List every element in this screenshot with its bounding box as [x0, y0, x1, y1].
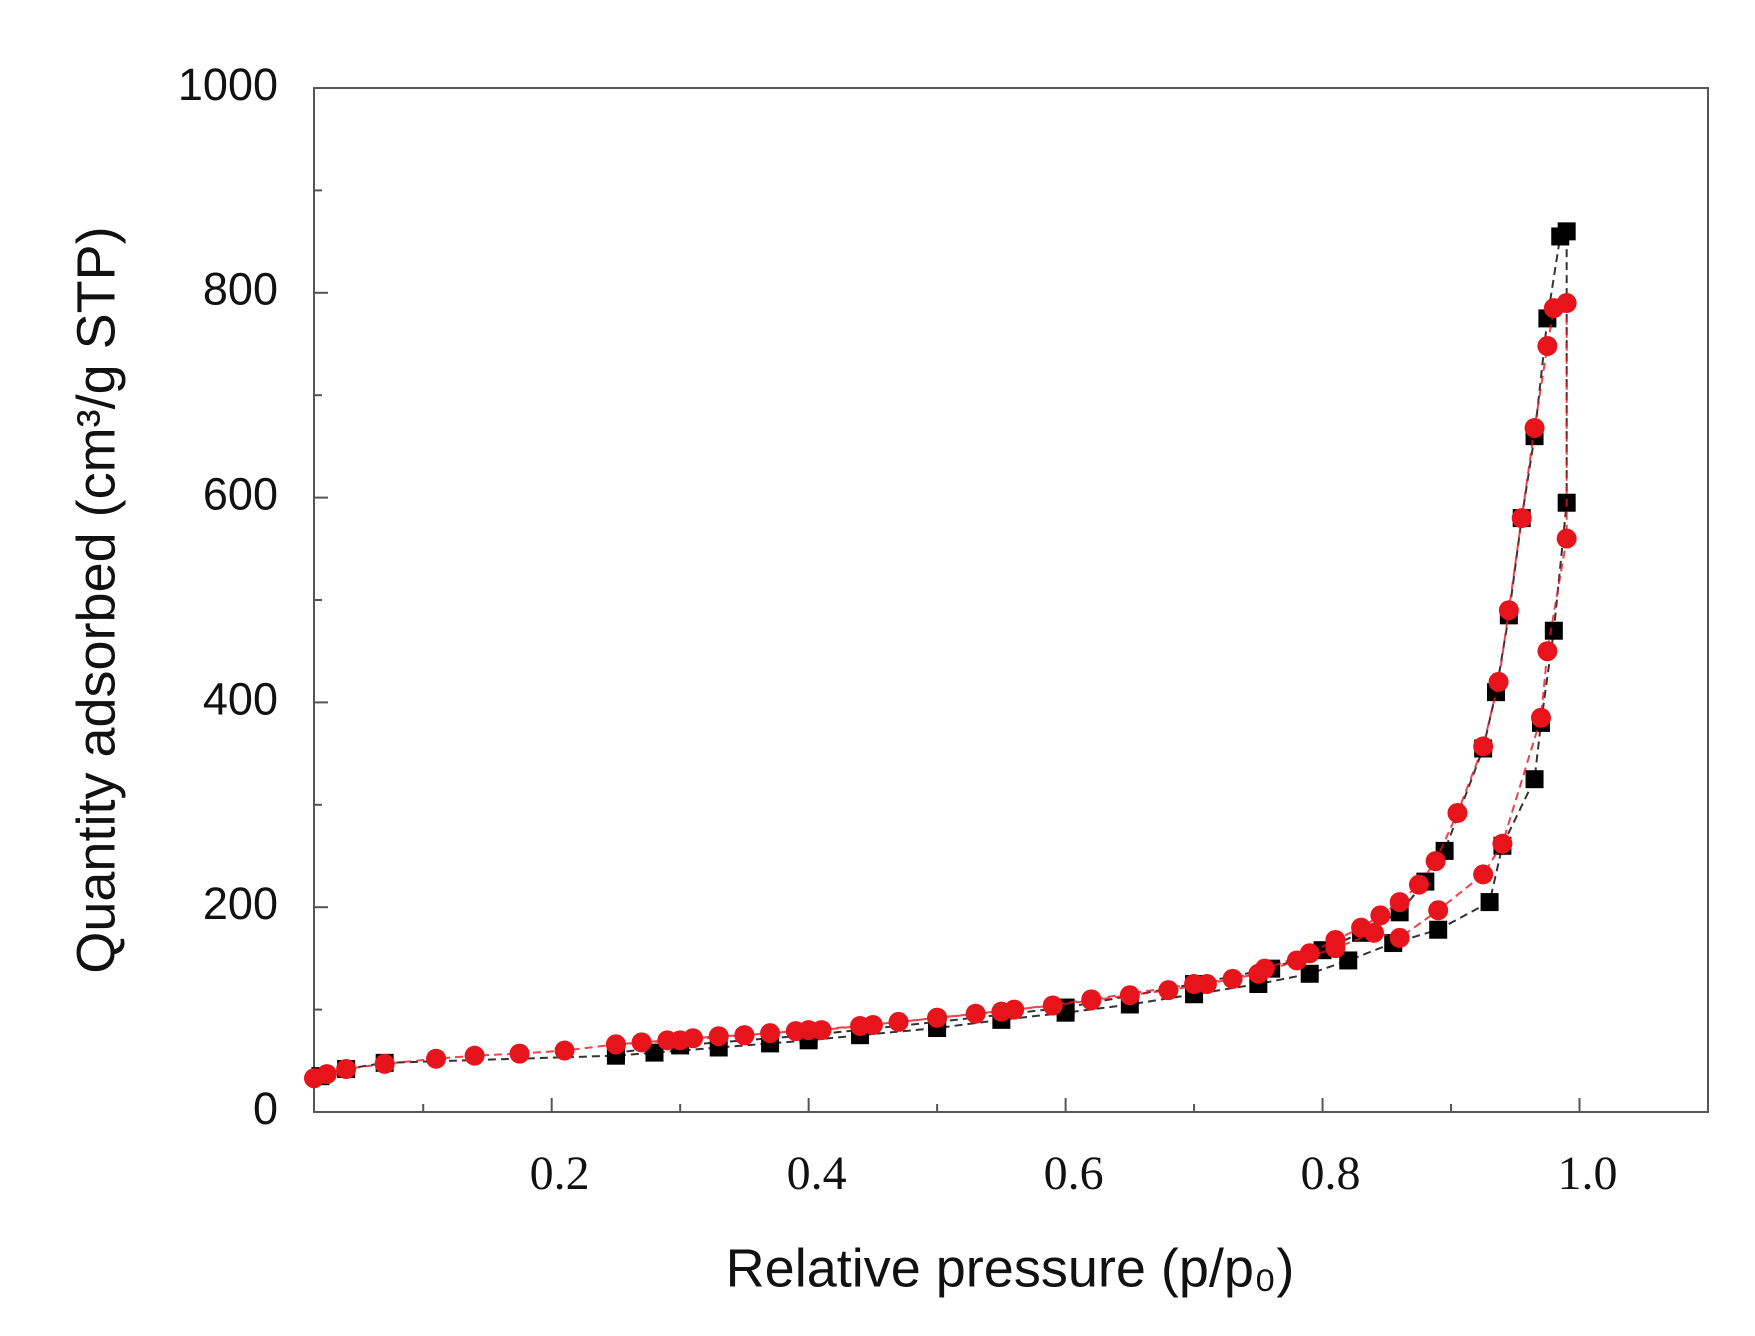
square-marker: [1544, 621, 1563, 640]
circle-marker: [1389, 927, 1410, 948]
circle-marker: [631, 1032, 652, 1053]
x-axis-title: Relative pressure (p/p₀): [726, 1238, 1295, 1298]
square-marker: [1480, 893, 1499, 912]
y-tick-label: 800: [203, 264, 278, 315]
circle-marker: [965, 1003, 986, 1024]
circle-marker: [1184, 974, 1205, 994]
circle-marker: [1222, 968, 1243, 989]
circle-marker: [1351, 917, 1372, 938]
plot-frame: [313, 87, 1709, 1113]
circle-marker: [670, 1030, 691, 1051]
circle-marker: [708, 1026, 729, 1047]
circle-marker: [1511, 508, 1532, 529]
y-axis-title: Quantity adsorbed (cm³/g STP): [66, 226, 126, 973]
circle-marker: [888, 1011, 909, 1032]
circle-marker: [798, 1020, 819, 1041]
circle-marker: [1158, 980, 1179, 1001]
y-tick-label: 1000: [178, 59, 278, 110]
circle-marker: [1524, 417, 1545, 438]
circle-marker: [862, 1014, 883, 1035]
circle-marker: [336, 1058, 357, 1079]
circle-marker: [509, 1043, 530, 1064]
x-tick-label: 0.8: [1301, 1147, 1361, 1200]
y-tick-label: 0: [253, 1083, 278, 1134]
circle-marker: [1447, 802, 1468, 823]
circle-marker: [927, 1007, 948, 1028]
circle-marker: [605, 1034, 626, 1055]
circle-marker: [1473, 736, 1494, 757]
circle-marker: [1537, 641, 1558, 662]
circle-marker: [1543, 298, 1564, 319]
y-tick-label: 400: [203, 673, 278, 724]
circle-marker: [316, 1064, 337, 1085]
circle-marker: [1556, 528, 1577, 549]
circle-marker: [464, 1045, 485, 1066]
circle-marker: [1325, 929, 1346, 950]
circle-marker: [1428, 900, 1449, 921]
circle-marker: [1370, 905, 1391, 926]
square-marker: [1300, 964, 1319, 983]
circle-marker: [374, 1053, 395, 1074]
circle-marker: [991, 1001, 1012, 1022]
x-tick-label: 0.4: [787, 1147, 847, 1200]
circle-marker: [1254, 958, 1275, 979]
circle-marker: [1081, 989, 1102, 1010]
circle-marker: [1537, 336, 1558, 357]
square-marker: [1429, 920, 1448, 939]
circle-marker: [1299, 943, 1320, 964]
circle-marker: [1498, 600, 1519, 621]
x-tick-label: 1.0: [1558, 1147, 1618, 1200]
circle-marker: [1389, 892, 1410, 913]
circle-marker: [760, 1023, 781, 1044]
circle-marker: [1042, 995, 1063, 1016]
x-tick-label: 0.2: [530, 1147, 590, 1200]
circle-marker: [554, 1040, 575, 1061]
circle-marker: [1530, 707, 1551, 728]
circle-marker: [1492, 833, 1513, 854]
square-marker: [645, 1043, 664, 1062]
x-tick-label: 0.6: [1044, 1147, 1104, 1200]
circle-marker: [1425, 851, 1446, 872]
y-tick-label: 200: [203, 878, 278, 929]
circle-marker: [1488, 671, 1509, 692]
circle-marker: [1408, 874, 1429, 895]
circle-marker: [734, 1025, 755, 1046]
circle-marker: [1473, 864, 1494, 885]
series-line: [313, 301, 1568, 1080]
circle-marker: [1119, 985, 1140, 1006]
series-line: [320, 229, 1568, 1078]
square-marker: [1551, 227, 1570, 246]
square-marker: [1339, 951, 1358, 970]
circle-marker: [426, 1048, 447, 1069]
y-tick-label: 600: [203, 468, 278, 519]
square-marker: [1525, 770, 1544, 789]
